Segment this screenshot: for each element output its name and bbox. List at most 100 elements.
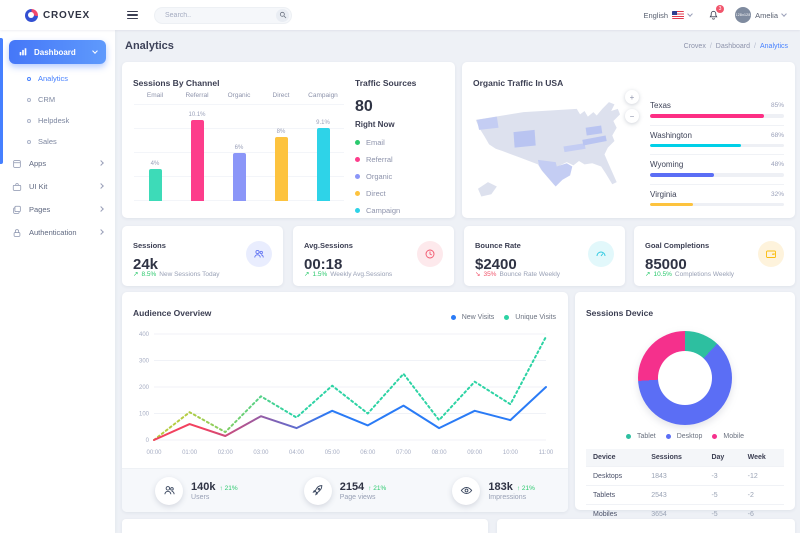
column-header-week: Week — [740, 449, 784, 467]
language-selector[interactable]: English — [643, 11, 693, 20]
y-axis-label: 200 — [139, 385, 150, 391]
sidebar-item-pages[interactable]: Pages — [0, 198, 115, 221]
progress-track — [650, 114, 784, 118]
bar — [232, 153, 246, 201]
sidebar-item-dashboard[interactable]: Dashboard — [9, 40, 106, 64]
column-header-sessions: Sessions — [644, 449, 705, 467]
legend-mobile[interactable]: Mobile — [712, 433, 744, 440]
x-axis-label: 01:00 — [182, 450, 198, 456]
rocket-icon — [303, 476, 332, 505]
region-list: Texas 85% Washington 68% Wyoming 48% Virgin… — [650, 96, 784, 213]
bar-value-label: 8% — [276, 129, 286, 135]
stat-title: Avg.Sessions — [304, 241, 353, 250]
bar-organic: 6% — [218, 101, 260, 201]
sidebar-item-ui-kit[interactable]: UI Kit — [0, 175, 115, 198]
chevron-right-icon — [98, 228, 104, 235]
legend-dot — [355, 208, 360, 213]
notifications-button[interactable]: 3 — [708, 5, 725, 21]
usa-map[interactable] — [468, 90, 640, 212]
sidebar-subitem-label: Helpdesk — [38, 116, 70, 125]
legend-label: Desktop — [676, 433, 703, 440]
footer-stat-value: 140k — [191, 480, 216, 493]
trend-text: Completions Weekly — [674, 270, 735, 278]
bar-referral: 10.1% — [176, 101, 218, 201]
region-label: Texas — [650, 101, 671, 110]
bar-category: Email — [146, 92, 164, 99]
region-value: 48% — [770, 161, 784, 168]
bar-category: Referral — [185, 92, 209, 99]
sidebar-subitem-crm[interactable]: CRM — [0, 89, 115, 110]
breadcrumb-dashboard[interactable]: Dashboard — [716, 43, 756, 50]
stat-trend: ↗ 8.5% New Sessions Today — [133, 270, 220, 279]
bar-value-label: 9.1% — [316, 120, 330, 126]
trend-up-icon: ↗ — [645, 271, 651, 278]
users-icon — [246, 241, 272, 267]
legend-dot — [626, 434, 631, 439]
bar-value-label: 6% — [234, 145, 244, 151]
card-title: Sessions Device — [586, 308, 654, 318]
x-axis-label: 05:00 — [325, 450, 341, 456]
notification-badge: 3 — [716, 5, 725, 13]
progress-track — [650, 143, 784, 147]
state-wyoming-highlight — [513, 129, 536, 148]
bar-categories: Email Referral Organic Direct Campaign — [134, 92, 344, 99]
footer-stat-value: 183k — [488, 480, 513, 493]
legend-label: Tablet — [637, 433, 656, 440]
sidebar-item-authentication[interactable]: Authentication — [0, 221, 115, 244]
legend-tablet[interactable]: Tablet — [626, 433, 656, 440]
footer-stat-value: 2154 — [339, 480, 365, 493]
menu-toggle-icon[interactable] — [127, 10, 138, 20]
cell-week: -12 — [740, 466, 784, 486]
bar-email: 4% — [134, 101, 176, 201]
clock-icon — [417, 241, 443, 267]
legend-dot — [504, 315, 510, 320]
cell-day: -3 — [704, 466, 741, 486]
search-input[interactable] — [165, 11, 260, 19]
legend-desktop[interactable]: Desktop — [665, 433, 703, 440]
active-section-indicator — [0, 38, 3, 164]
chevron-right-icon — [98, 205, 104, 212]
zoom-in-button[interactable]: + — [625, 90, 639, 104]
sidebar-subitem-analytics[interactable]: Analytics — [0, 68, 115, 89]
trend-value: 8.5% — [141, 270, 157, 278]
bar-campaign: 9.1% — [302, 101, 344, 201]
stat-title: Sessions — [133, 241, 166, 250]
app-logo[interactable]: CROVEX — [0, 8, 115, 22]
user-menu[interactable]: 128x128 Amelia — [735, 7, 787, 23]
sidebar-subitem-sales[interactable]: Sales — [0, 131, 115, 152]
legend-label: New Visits — [461, 314, 495, 321]
bars-area: 4% 10.1% 6% 8% 9.1% — [134, 101, 344, 201]
audience-overview-chart: 0 100 200 300 400 00:00 01:00 02:00 03:00 04:00 05… — [139, 332, 554, 456]
eye-icon — [452, 476, 481, 505]
stat-title: Bounce Rate — [475, 241, 521, 250]
sidebar-subitem-helpdesk[interactable]: Helpdesk — [0, 110, 115, 131]
region-washington: Washington 68% — [650, 126, 784, 155]
chevron-down-icon — [781, 11, 787, 17]
search-icon[interactable] — [276, 8, 289, 22]
legend-direct[interactable]: Direct — [355, 189, 447, 198]
state-virginia-highlight — [582, 135, 607, 146]
topbar: CROVEX English 3 128x128 Amelia — [0, 0, 800, 30]
partial-card-bottom-left — [122, 519, 488, 533]
breadcrumb-crovex[interactable]: Crovex — [684, 43, 712, 50]
region-value: 68% — [770, 131, 784, 139]
y-axis-label: 100 — [139, 412, 150, 418]
legend-dot — [355, 140, 360, 145]
legend-new-visits[interactable]: New Visits — [450, 314, 495, 321]
legend-organic[interactable]: Organic — [355, 172, 447, 181]
sidebar-item-apps[interactable]: Apps — [0, 152, 115, 175]
trend-text: Weekly Avg.Sessions — [330, 270, 393, 278]
legend-campaign[interactable]: Campaign — [355, 206, 447, 215]
legend-referral[interactable]: Referral — [355, 155, 447, 164]
breadcrumb: Crovex Dashboard Analytics — [684, 43, 788, 50]
sessions-device-card: Sessions Device Tablet Desktop Mobile De… — [575, 292, 795, 523]
trend-value: 10.5% — [653, 270, 672, 278]
progress-track — [650, 173, 784, 177]
legend-unique-visits[interactable]: Unique Visits — [504, 314, 556, 321]
zoom-out-button[interactable]: − — [625, 109, 639, 123]
legend-label: Referral — [366, 155, 393, 164]
card-title: Audience Overview — [133, 308, 212, 318]
legend-email[interactable]: Email — [355, 138, 447, 147]
cell-day: -5 — [704, 504, 741, 523]
region-virginia: Virginia 32% — [650, 185, 784, 214]
